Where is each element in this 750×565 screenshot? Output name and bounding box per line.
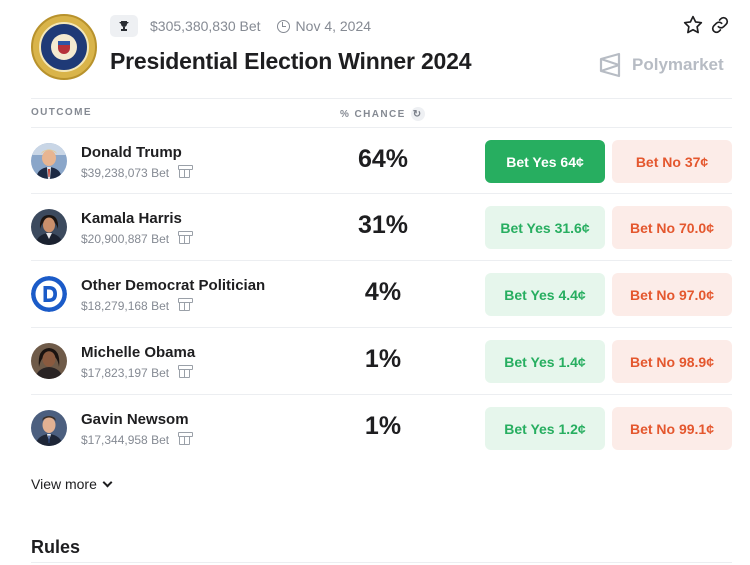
- gift-icon[interactable]: [178, 231, 194, 244]
- outcome-name: Kamala Harris: [81, 210, 182, 227]
- market-date: Nov 4, 2024: [295, 18, 372, 34]
- democrat-logo-icon: [31, 276, 67, 312]
- outcome-volume-text: $20,900,887 Bet: [81, 232, 170, 246]
- outcome-chance: 64%: [357, 145, 409, 173]
- column-header-chance-label: % CHANCE: [340, 108, 406, 120]
- outcome-row[interactable]: Kamala Harris $20,900,887 Bet 31% Bet Ye…: [31, 193, 732, 259]
- link-icon[interactable]: [710, 15, 730, 35]
- bet-no-button[interactable]: Bet No 98.9¢: [612, 340, 732, 383]
- outcome-name: Donald Trump: [81, 144, 182, 161]
- bet-yes-button[interactable]: Bet Yes 31.6¢: [485, 206, 605, 249]
- divider: [31, 98, 732, 99]
- gift-icon[interactable]: [178, 165, 194, 178]
- bet-no-button[interactable]: Bet No 99.1¢: [612, 407, 732, 450]
- view-more-label: View more: [31, 476, 97, 492]
- bet-no-button[interactable]: Bet No 70.0¢: [612, 206, 732, 249]
- outcome-name: Michelle Obama: [81, 344, 196, 361]
- outcome-volume-text: $39,238,073 Bet: [81, 166, 170, 180]
- trophy-icon: [110, 15, 138, 37]
- outcome-chance: 31%: [357, 211, 409, 239]
- bet-yes-button[interactable]: Bet Yes 4.4¢: [485, 273, 605, 316]
- gift-icon[interactable]: [178, 298, 194, 311]
- bet-yes-button[interactable]: Bet Yes 1.2¢: [485, 407, 605, 450]
- clock-icon: [276, 19, 290, 33]
- bet-yes-button[interactable]: Bet Yes 64¢: [485, 140, 605, 183]
- star-icon[interactable]: [682, 14, 704, 36]
- outcome-volume-text: $18,279,168 Bet: [81, 299, 170, 313]
- market-meta: $305,380,830 Bet Nov 4, 2024: [110, 14, 371, 38]
- rules-heading: Rules: [31, 537, 81, 557]
- gift-icon[interactable]: [178, 432, 194, 445]
- outcome-row[interactable]: Gavin Newsom $17,344,958 Bet 1% Bet Yes …: [31, 394, 732, 460]
- outcome-name: Other Democrat Politician: [81, 277, 266, 294]
- outcome-row[interactable]: Donald Trump $39,238,073 Bet 64% Bet Yes…: [31, 127, 732, 193]
- view-more-button[interactable]: View more: [31, 476, 113, 492]
- outcome-chance: 1%: [364, 345, 402, 373]
- bet-no-button[interactable]: Bet No 97.0¢: [612, 273, 732, 316]
- market-volume: $305,380,830 Bet: [150, 18, 261, 34]
- chevron-down-icon: [102, 477, 113, 487]
- outcome-volume-text: $17,344,958 Bet: [81, 433, 170, 447]
- bet-yes-button[interactable]: Bet Yes 1.4¢: [485, 340, 605, 383]
- avatar: [31, 209, 67, 245]
- outcome-chance: 4%: [364, 278, 402, 306]
- column-header-chance: % CHANCE ↻: [340, 107, 425, 121]
- outcome-row[interactable]: Other Democrat Politician $18,279,168 Be…: [31, 260, 732, 326]
- outcome-row[interactable]: Michelle Obama $17,823,197 Bet 1% Bet Ye…: [31, 327, 732, 393]
- outcome-volume: $17,823,197 Bet: [81, 365, 194, 380]
- outcome-volume: $17,344,958 Bet: [81, 432, 194, 447]
- polymarket-icon: [599, 52, 621, 78]
- gift-icon[interactable]: [178, 365, 194, 378]
- refresh-icon[interactable]: ↻: [410, 107, 425, 121]
- page-title: Presidential Election Winner 2024: [110, 48, 472, 74]
- outcome-volume-text: $17,823,197 Bet: [81, 366, 170, 380]
- divider: [31, 562, 732, 563]
- column-header-outcome: OUTCOME: [31, 107, 92, 118]
- polymarket-logo: Polymarket: [598, 52, 724, 78]
- outcome-volume: $39,238,073 Bet: [81, 165, 194, 180]
- avatar: [31, 410, 67, 446]
- outcome-volume: $20,900,887 Bet: [81, 231, 194, 246]
- outcome-chance: 1%: [364, 412, 402, 440]
- presidential-seal-icon: [31, 14, 97, 80]
- bet-no-button[interactable]: Bet No 37¢: [612, 140, 732, 183]
- brand-name: Polymarket: [632, 55, 724, 74]
- avatar: [31, 143, 67, 179]
- outcome-name: Gavin Newsom: [81, 411, 189, 428]
- outcome-volume: $18,279,168 Bet: [81, 298, 194, 313]
- avatar: [31, 343, 67, 379]
